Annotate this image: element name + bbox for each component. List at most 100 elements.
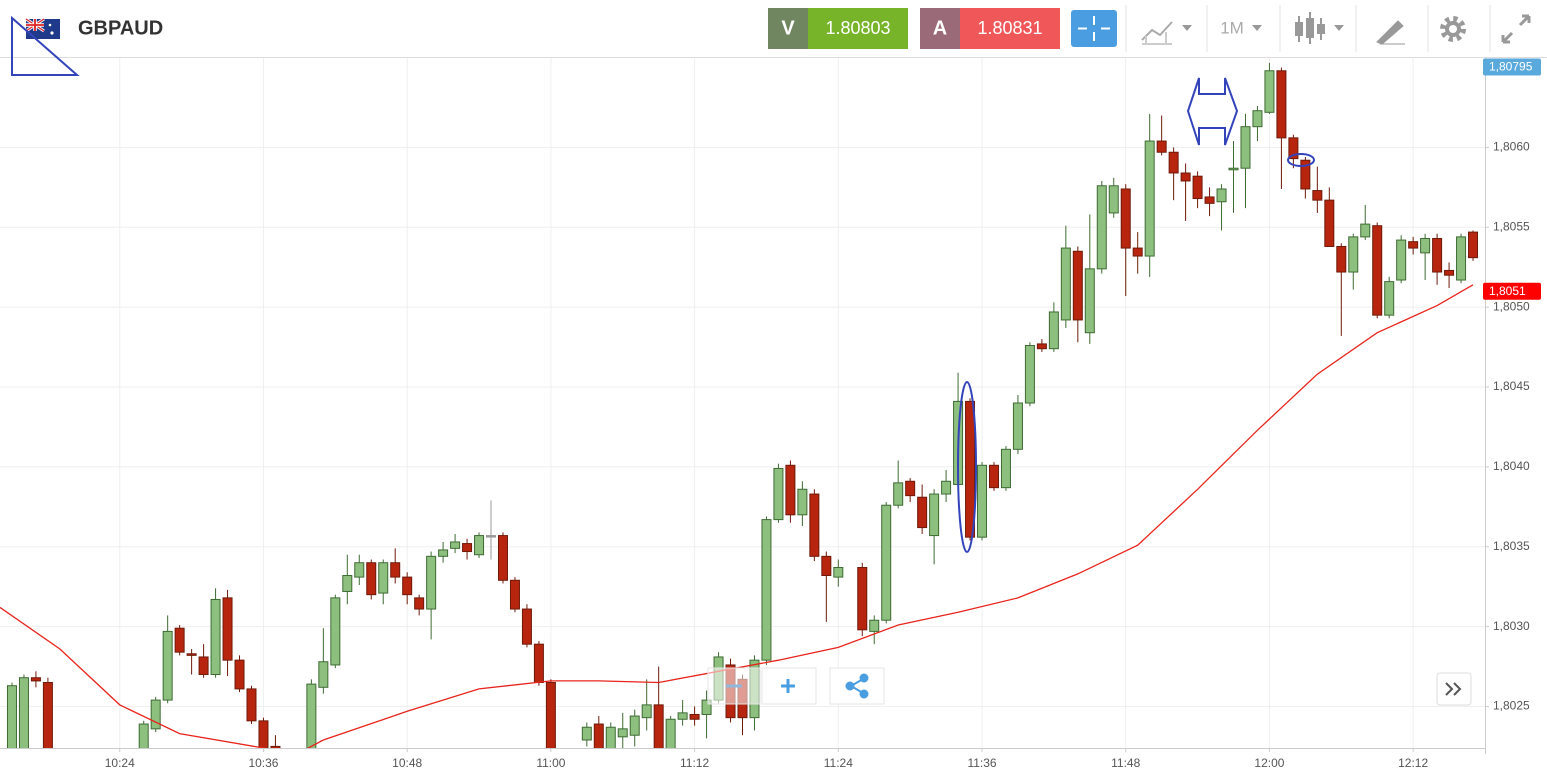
candle-body xyxy=(869,619,880,632)
user-drawings xyxy=(11,15,1315,553)
candle-body xyxy=(701,699,712,715)
zoom-in-icon xyxy=(781,679,795,693)
candle-body xyxy=(138,723,149,748)
y-tick-label: 1,8055 xyxy=(1493,219,1530,233)
candle-body xyxy=(1144,140,1155,257)
candle-body xyxy=(653,704,664,748)
candle-body xyxy=(330,597,341,666)
candle-body xyxy=(474,535,485,556)
candle-body xyxy=(1168,151,1179,174)
candle-body xyxy=(797,488,808,516)
timeframe[interactable]: 1M xyxy=(1220,18,1244,37)
fullscreen-button[interactable] xyxy=(1501,14,1531,44)
candle-body xyxy=(881,504,892,621)
candle-body xyxy=(450,541,461,549)
candle-body xyxy=(246,688,257,722)
candle-body xyxy=(545,682,556,748)
sell-price: 1.80803 xyxy=(825,18,890,38)
candle-body xyxy=(1000,448,1011,489)
candle-body xyxy=(1192,175,1203,200)
candle-body xyxy=(665,718,676,748)
candle-body xyxy=(509,579,520,610)
toolbar-separators xyxy=(1125,5,1491,52)
candle-body xyxy=(821,555,832,576)
buy-price-box[interactable] xyxy=(960,8,1060,49)
candle-body xyxy=(905,480,916,497)
timeframe-caret xyxy=(1252,25,1262,31)
x-tick-label: 11:00 xyxy=(536,756,565,770)
axes: 1,80251,80301,80351,80401,80451,80501,80… xyxy=(0,58,1541,770)
candle-body xyxy=(629,715,640,736)
candle-body xyxy=(306,683,317,748)
candle-body xyxy=(1372,225,1383,316)
candle-style-button[interactable] xyxy=(1295,12,1344,44)
candle-body xyxy=(258,720,269,748)
candle-body xyxy=(174,627,185,653)
x-tick-label: 12:12 xyxy=(1398,756,1428,770)
candle-body xyxy=(965,400,976,538)
scroll-right-button[interactable] xyxy=(1436,672,1472,706)
candle-body xyxy=(1408,241,1419,249)
candle-body xyxy=(1156,140,1167,153)
candle-body xyxy=(1132,247,1143,257)
y-tick-label: 1,8040 xyxy=(1493,459,1530,473)
candle-body xyxy=(1420,237,1431,254)
candle-body xyxy=(1324,199,1335,247)
candle-body xyxy=(1312,190,1323,201)
y-tick-label: 1,8025 xyxy=(1493,699,1530,713)
sell-label-box[interactable] xyxy=(768,8,808,49)
candle-body xyxy=(1024,345,1035,404)
candle-body xyxy=(1348,236,1359,273)
candle-body xyxy=(438,549,449,557)
header: GBPAUD V 1.80803 A 1.80831 1M xyxy=(0,0,1547,58)
ellipse-drawing xyxy=(1287,153,1315,167)
candle-body xyxy=(426,555,437,610)
candle-body xyxy=(1048,311,1059,350)
candle-body xyxy=(390,562,401,578)
candle-body xyxy=(1036,343,1047,350)
x-tick-label: 11:48 xyxy=(1111,756,1140,770)
candle-body xyxy=(1252,110,1263,128)
crosshair-button[interactable] xyxy=(1071,10,1117,47)
candle-body xyxy=(893,482,904,506)
candle-body xyxy=(402,576,413,596)
candle-body xyxy=(1120,188,1131,249)
candle-body xyxy=(1336,245,1347,273)
candle-body xyxy=(486,535,497,538)
candle-body xyxy=(1300,159,1311,190)
x-tick-label: 11:12 xyxy=(680,756,709,770)
sell-label: V xyxy=(781,17,795,39)
candle-body xyxy=(581,726,592,741)
x-tick-label: 10:36 xyxy=(248,756,278,770)
candle-body xyxy=(593,723,604,748)
sell-price-box[interactable] xyxy=(808,8,908,49)
candle-body xyxy=(1360,223,1371,238)
candle-body xyxy=(1012,402,1023,450)
candle-body xyxy=(641,704,652,719)
candle-body xyxy=(977,464,988,538)
buy-price: 1.80831 xyxy=(977,18,1042,38)
price-badge xyxy=(1483,58,1541,76)
ellipse-drawing xyxy=(957,381,977,553)
settings-button[interactable] xyxy=(1440,16,1466,42)
scroll-right-icon xyxy=(1445,682,1462,696)
buy-label-box[interactable] xyxy=(920,8,960,49)
candle-body xyxy=(1456,236,1467,281)
y-tick-label: 1,8060 xyxy=(1493,140,1530,154)
buy-label: A xyxy=(933,17,947,39)
candle-body xyxy=(1444,269,1455,276)
y-tick-label: 1,8030 xyxy=(1493,619,1530,633)
candle-body xyxy=(857,567,868,631)
share-button[interactable] xyxy=(829,667,885,705)
candle-body xyxy=(929,493,940,537)
draw-tool-button[interactable] xyxy=(1376,20,1405,45)
zoom-controls xyxy=(707,667,1472,706)
chart-type-button[interactable] xyxy=(1141,21,1192,45)
candle-body xyxy=(533,643,544,684)
candle-body xyxy=(785,464,796,516)
candle-body xyxy=(1384,281,1395,316)
crosshair-icon xyxy=(1078,16,1110,41)
